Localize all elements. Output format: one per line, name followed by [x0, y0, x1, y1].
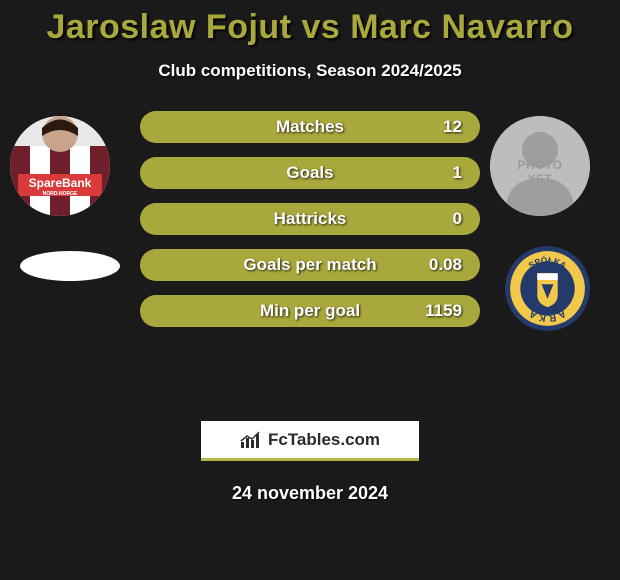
fctables-logo[interactable]: FcTables.com	[201, 421, 419, 461]
stat-row: Hattricks 0	[140, 203, 480, 235]
svg-text:NORD-NORGE: NORD-NORGE	[43, 191, 78, 197]
right-player-photo: NOPHOTOYET	[490, 116, 590, 216]
stat-label: Hattricks	[274, 209, 347, 229]
stat-row: Min per goal 1159	[140, 295, 480, 327]
svg-text:SpareBank: SpareBank	[29, 176, 92, 190]
subtitle: Club competitions, Season 2024/2025	[0, 61, 620, 81]
stat-label: Goals per match	[243, 255, 376, 275]
main-area: SpareBank NORD-NORGE NOPHOTOYET SPÓŁKA	[0, 111, 620, 411]
stat-row: Goals per match 0.08	[140, 249, 480, 281]
stat-value-right: 12	[443, 117, 462, 137]
stat-value-right: 0.08	[429, 255, 462, 275]
bars-icon	[240, 431, 262, 449]
stat-label: Matches	[276, 117, 344, 137]
crest-icon: SPÓŁKA A R K A	[505, 246, 590, 331]
stat-row: Goals 1	[140, 157, 480, 189]
stat-row: Matches 12	[140, 111, 480, 143]
right-club-badge: SPÓŁKA A R K A	[505, 246, 590, 331]
no-photo-label: NOPHOTOYET	[518, 146, 563, 186]
logo-text: FcTables.com	[268, 430, 380, 450]
stat-label: Min per goal	[260, 301, 360, 321]
stat-value-right: 0	[453, 209, 462, 229]
stat-bars: Matches 12 Goals 1 Hattricks 0 Goals per…	[140, 111, 480, 341]
left-club-badge	[20, 251, 120, 281]
date-label: 24 november 2024	[0, 483, 620, 504]
left-player-photo: SpareBank NORD-NORGE	[10, 116, 110, 216]
stat-value-right: 1	[453, 163, 462, 183]
stat-label: Goals	[286, 163, 333, 183]
jersey-icon: SpareBank NORD-NORGE	[10, 116, 110, 216]
stat-value-right: 1159	[425, 301, 462, 321]
comparison-card: Jaroslaw Fojut vs Marc Navarro Club comp…	[0, 0, 620, 504]
page-title: Jaroslaw Fojut vs Marc Navarro	[0, 8, 620, 47]
